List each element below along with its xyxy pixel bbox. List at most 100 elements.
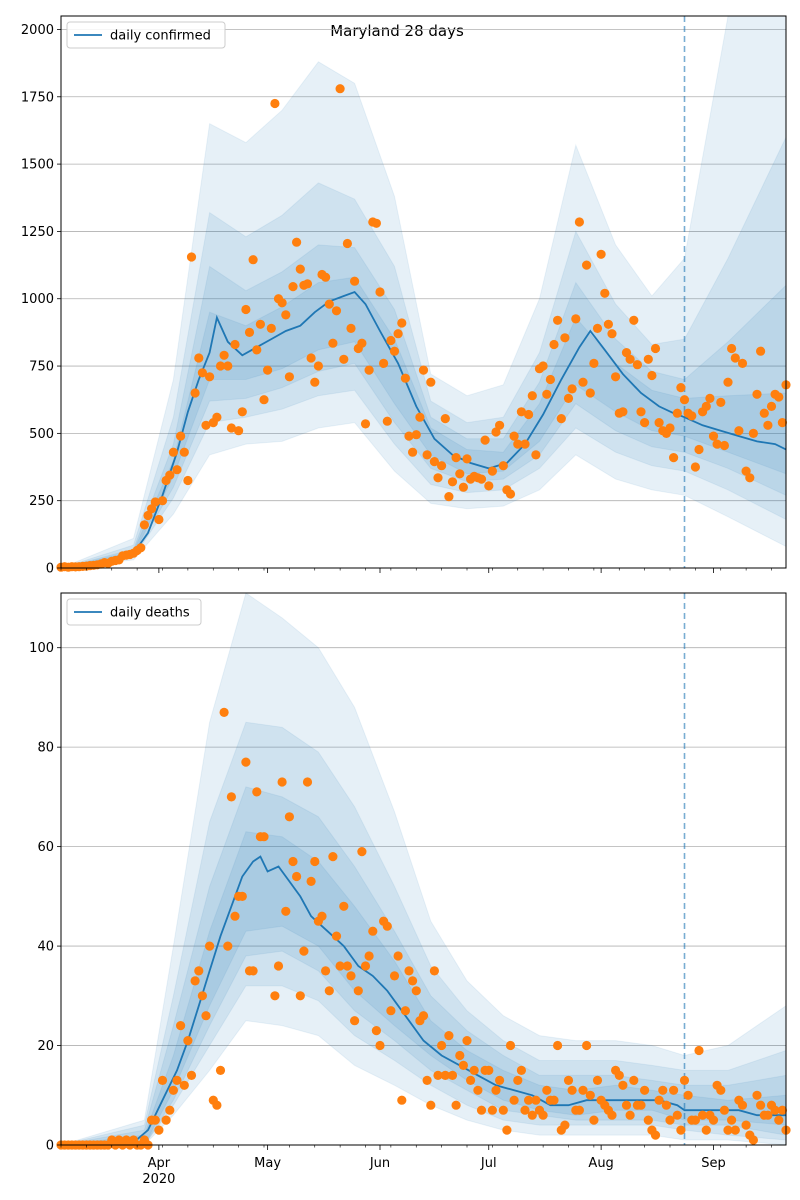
data-point: [516, 1065, 527, 1075]
data-point: [632, 360, 643, 370]
data-point: [683, 1090, 693, 1100]
data-point: [495, 420, 505, 430]
data-point: [607, 1110, 617, 1120]
confirmed-panel: 0 250 500 750 1000 1250 1500 1750 2000 daily conf…: [21, 15, 791, 577]
data-point: [708, 1115, 719, 1125]
legend-label: daily deaths: [110, 606, 190, 621]
data-point: [582, 260, 592, 270]
data-point: [197, 991, 207, 1001]
data-point: [368, 926, 378, 936]
data-point: [375, 287, 385, 297]
data-point: [389, 971, 400, 981]
data-point: [252, 345, 262, 355]
axes-frame: [60, 592, 787, 1146]
data-point: [426, 377, 436, 387]
x-tick-label: Jul: [480, 1156, 497, 1171]
legend: daily deaths: [66, 598, 202, 626]
data-point: [596, 249, 606, 259]
y-tick-label: 60: [37, 840, 54, 855]
data-point: [447, 1070, 458, 1080]
data-point: [292, 237, 302, 247]
data-point: [183, 475, 193, 486]
data-point: [408, 447, 418, 457]
data-point: [346, 323, 356, 333]
data-point: [607, 329, 617, 339]
figure-title: Maryland 28 days: [330, 22, 464, 40]
data-point: [400, 373, 410, 383]
data-point: [259, 395, 269, 405]
data-point: [614, 1070, 624, 1080]
data-point: [386, 335, 396, 346]
y-tick-label: 750: [29, 360, 54, 375]
data-point: [302, 279, 313, 289]
data-point: [447, 477, 458, 487]
data-point: [571, 314, 581, 324]
data-point: [397, 318, 407, 328]
data-point: [284, 372, 294, 382]
data-point: [520, 1105, 530, 1115]
data-point: [248, 966, 258, 976]
data-point: [386, 1006, 396, 1016]
data-point: [661, 1100, 672, 1110]
data-point: [719, 1105, 730, 1115]
data-point: [513, 439, 523, 449]
data-point: [455, 469, 465, 479]
data-point: [556, 414, 566, 424]
data-point: [186, 252, 197, 262]
data-point: [636, 1100, 646, 1110]
data-point: [545, 374, 556, 385]
data-point: [357, 847, 367, 857]
data-point: [763, 1110, 773, 1120]
uncertainty-bands: [61, 16, 786, 568]
data-point: [672, 1110, 682, 1120]
data-point: [429, 457, 439, 467]
data-point: [415, 412, 425, 422]
data-point: [350, 1016, 360, 1026]
data-point: [563, 393, 574, 403]
data-point: [723, 377, 733, 387]
data-point: [205, 372, 215, 382]
data-point: [484, 1065, 494, 1075]
data-point: [234, 426, 244, 436]
data-point: [694, 444, 704, 455]
y-tick-label: 80: [37, 741, 54, 756]
data-point: [270, 991, 280, 1001]
data-point: [498, 461, 508, 471]
data-point: [444, 1031, 454, 1041]
data-point: [288, 282, 298, 292]
data-point: [524, 409, 534, 420]
data-point: [288, 856, 298, 867]
data-point: [404, 431, 414, 441]
data-point: [190, 388, 200, 398]
data-point: [611, 372, 621, 382]
data-point: [197, 368, 207, 378]
data-point: [408, 976, 418, 986]
data-point: [215, 361, 226, 371]
band-4: [61, 276, 786, 568]
data-point: [538, 361, 548, 371]
data-point: [669, 453, 679, 463]
data-point: [505, 1040, 516, 1051]
data-point: [716, 397, 726, 407]
data-point: [701, 1125, 711, 1135]
data-point: [777, 1105, 788, 1115]
data-point: [585, 388, 595, 398]
data-point: [205, 941, 215, 951]
data-point: [186, 1070, 197, 1080]
data-point: [600, 288, 610, 298]
data-point: [687, 411, 697, 421]
data-point: [411, 430, 421, 440]
data-point: [756, 1100, 766, 1110]
data-point: [422, 450, 432, 460]
data-point: [215, 1065, 226, 1075]
data-point: [701, 401, 711, 411]
data-point: [723, 1125, 733, 1135]
data-point: [679, 1075, 690, 1085]
y-tick-label: 500: [29, 427, 54, 442]
data-point: [640, 1085, 650, 1095]
data-point: [640, 418, 650, 428]
data-point: [774, 392, 784, 402]
y-tick-label: 0: [46, 1139, 54, 1154]
data-point: [589, 358, 599, 368]
data-point: [752, 389, 762, 399]
